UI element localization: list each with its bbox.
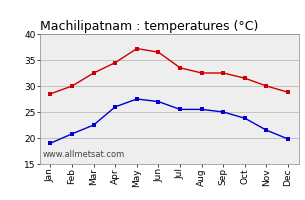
Text: www.allmetsat.com: www.allmetsat.com bbox=[42, 150, 124, 159]
Text: Machilipatnam : temperatures (°C): Machilipatnam : temperatures (°C) bbox=[40, 20, 258, 33]
